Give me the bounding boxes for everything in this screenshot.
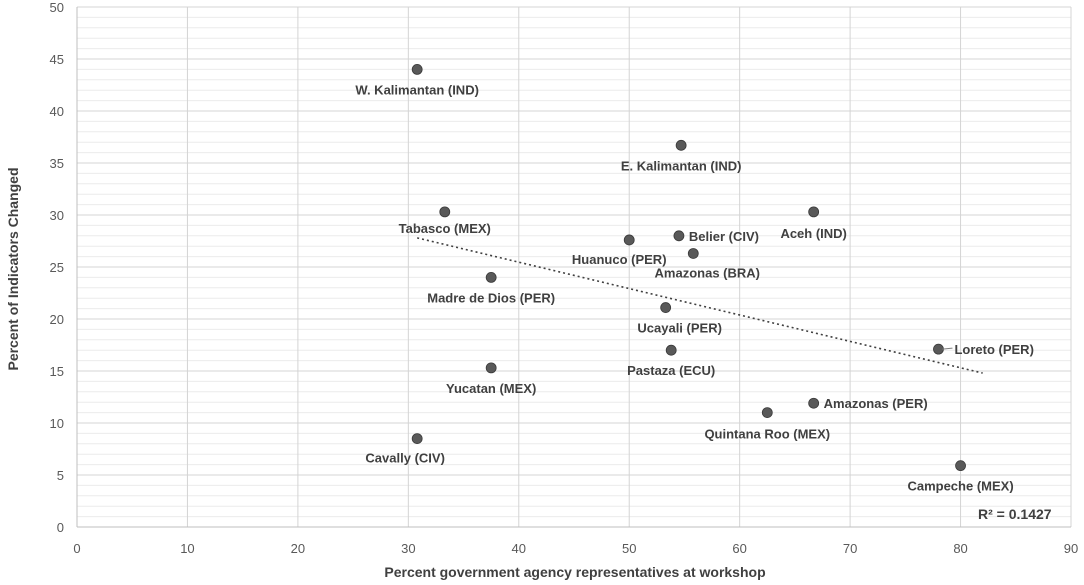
grid-lines <box>77 6 1072 527</box>
data-label: Pastaza (ECU) <box>627 363 715 378</box>
data-label: Amazonas (PER) <box>824 396 928 411</box>
data-label: Loreto (PER) <box>954 342 1033 357</box>
data-label: E. Kalimantan (IND) <box>621 158 742 173</box>
y-tick-label: 35 <box>50 156 64 171</box>
x-tick-label: 20 <box>291 541 305 556</box>
x-tick-label: 80 <box>953 541 967 556</box>
x-tick-label: 40 <box>512 541 526 556</box>
data-point <box>623 234 635 246</box>
data-point <box>485 362 497 374</box>
data-point <box>675 139 687 151</box>
x-tick-label: 10 <box>180 541 194 556</box>
x-tick-label: 30 <box>401 541 415 556</box>
x-tick-label: 50 <box>622 541 636 556</box>
data-point <box>808 397 820 409</box>
y-tick-label: 25 <box>50 260 64 275</box>
x-tick-label: 90 <box>1064 541 1078 556</box>
data-label: Tabasco (MEX) <box>399 221 491 236</box>
x-tick-label: 60 <box>732 541 746 556</box>
trendline-group <box>416 237 983 374</box>
r-squared-label: R² = 0.1427 <box>978 506 1052 522</box>
data-point <box>761 407 773 419</box>
data-label: Madre de Dios (PER) <box>427 290 555 305</box>
data-point <box>411 64 423 75</box>
data-point <box>673 230 685 242</box>
y-tick-label: 10 <box>50 416 64 431</box>
data-points <box>411 64 966 472</box>
data-point <box>687 248 699 259</box>
data-point <box>485 271 497 283</box>
data-point <box>665 344 677 356</box>
data-label: W. Kalimantan (IND) <box>355 82 479 97</box>
data-label: Belier (CIV) <box>689 229 759 244</box>
trendline <box>416 237 983 374</box>
y-tick-label: 30 <box>50 208 64 223</box>
x-tick-label: 0 <box>73 541 80 556</box>
data-label: Cavally (CIV) <box>365 451 444 466</box>
data-point <box>439 206 451 218</box>
data-point <box>660 302 672 313</box>
y-tick-label: 45 <box>50 52 64 67</box>
data-point <box>411 433 423 445</box>
y-axis-title: Percent of Indicators Changed <box>5 167 21 370</box>
y-tick-label: 0 <box>57 520 64 535</box>
data-label: Quintana Roo (MEX) <box>704 427 830 442</box>
y-tick-label: 15 <box>50 364 64 379</box>
data-labels: W. Kalimantan (IND) E. Kalimantan (IND) Ta… <box>355 82 1034 493</box>
y-tick-label: 20 <box>50 312 64 327</box>
data-label: Yucatan (MEX) <box>446 381 536 396</box>
data-point <box>933 343 944 355</box>
x-tick-label: 70 <box>843 541 857 556</box>
y-tick-label: 5 <box>57 468 64 483</box>
data-label: Huanuco (PER) <box>572 252 667 267</box>
data-label: Ucayali (PER) <box>637 321 722 336</box>
y-tick-label: 40 <box>50 104 64 119</box>
leader-line <box>942 347 953 350</box>
data-point <box>955 460 966 472</box>
data-label: Campeche (MEX) <box>907 479 1013 494</box>
axes: 0 10 20 30 40 50 60 70 80 90 0 5 10 15 20 25 30 35 40 45 50 <box>50 0 1079 556</box>
data-label: Aceh (IND) <box>780 226 846 241</box>
data-point <box>808 206 820 218</box>
data-label: Amazonas (BRA) <box>655 265 760 280</box>
y-tick-label: 50 <box>50 0 64 15</box>
x-axis-title: Percent government agency representative… <box>384 564 765 580</box>
